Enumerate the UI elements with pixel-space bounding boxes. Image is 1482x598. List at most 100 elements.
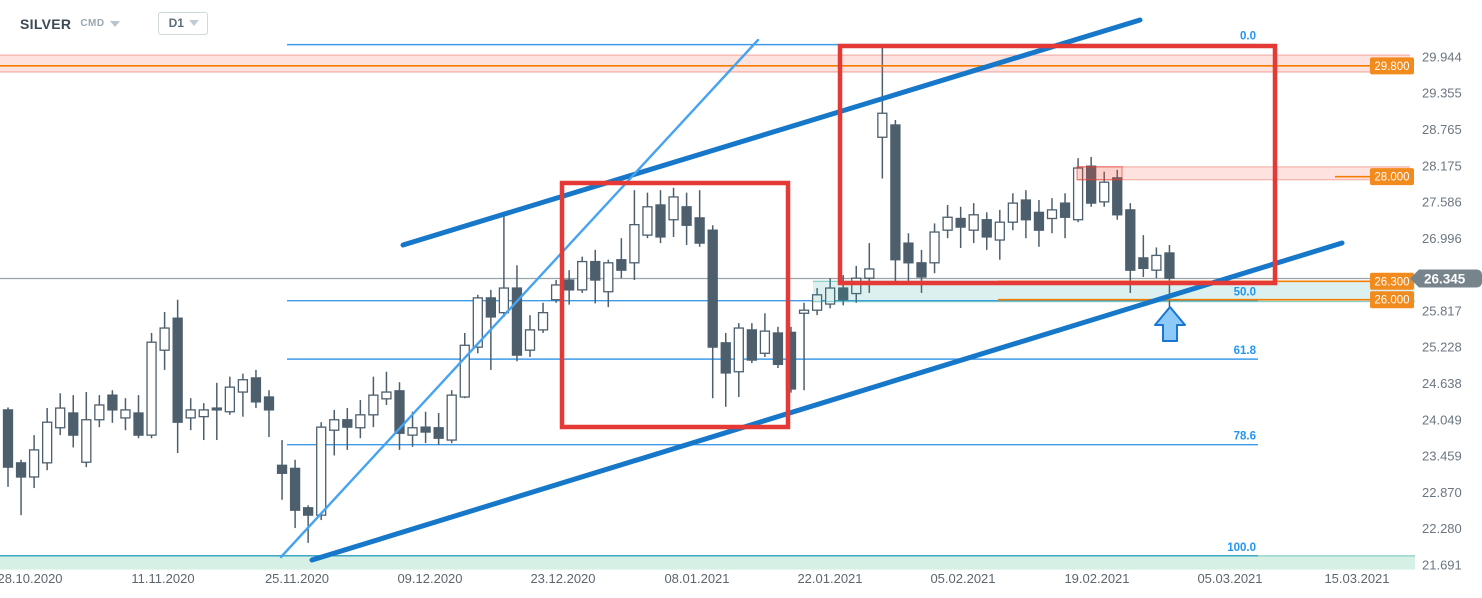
candle-body [733, 327, 744, 373]
date-label: 05.02.2021 [930, 571, 995, 586]
candle [511, 265, 523, 362]
candle [550, 280, 562, 303]
highlight-box[interactable] [559, 180, 791, 430]
candle-body [302, 507, 314, 516]
candle [263, 390, 275, 437]
candle-body [942, 216, 953, 231]
candle [55, 393, 66, 436]
highlight-box[interactable] [837, 43, 1278, 286]
fib-label-0.0: 0.0 [1240, 31, 1256, 43]
date-label: 22.01.2021 [797, 571, 862, 586]
candle [524, 315, 536, 357]
candle-body [603, 262, 614, 293]
thick-trend-line[interactable] [400, 17, 1143, 248]
candle [1138, 235, 1149, 277]
candle-body [655, 204, 666, 238]
candle [798, 302, 810, 391]
candle-body [120, 409, 131, 419]
date-label: 09.12.2020 [397, 571, 462, 586]
candle-body [133, 412, 144, 436]
timeframe-value: D1 [168, 16, 184, 30]
price-tag-bg [1370, 57, 1414, 75]
candle-body [1125, 209, 1136, 271]
zone-support-26.0 [813, 281, 1415, 302]
candle-body [851, 277, 862, 295]
candle [1020, 190, 1032, 239]
candle-body [564, 279, 575, 291]
candle [407, 411, 418, 447]
candle-body [720, 342, 731, 374]
candle-body [276, 464, 288, 474]
candle-body [681, 206, 692, 226]
price-tag-text: 28.000 [1374, 172, 1409, 184]
current-price-badge-bg [1410, 269, 1482, 288]
price-axis-label: 29.944 [1422, 49, 1462, 64]
candle [459, 332, 470, 399]
price-axis-label: 21.691 [1422, 557, 1462, 572]
price-tag-26.300[interactable] [1370, 272, 1414, 290]
candle [15, 459, 27, 516]
candle-body [772, 332, 784, 366]
candle [159, 312, 170, 370]
candle-body [263, 396, 275, 411]
candle-body [1020, 199, 1032, 221]
price-tag-28.000[interactable] [1370, 168, 1414, 186]
candle-body [707, 229, 718, 348]
candle-body [994, 221, 1005, 241]
candle-body [590, 260, 601, 281]
date-label: 05.03.2021 [1197, 571, 1262, 586]
candle-body [1007, 202, 1018, 223]
candle-body [289, 467, 301, 511]
candle [746, 323, 757, 364]
candle [877, 48, 888, 179]
date-label: 08.01.2021 [664, 571, 729, 586]
candle [537, 302, 549, 333]
candle [890, 120, 901, 282]
candle [772, 326, 784, 369]
candle [498, 214, 510, 317]
candle [1086, 156, 1097, 207]
price-tag-bg [1370, 272, 1414, 290]
candle-body [446, 394, 457, 441]
thin-trend-line[interactable] [279, 38, 760, 559]
candle-body [407, 427, 418, 436]
candle [929, 223, 940, 274]
chevron-down-icon [188, 20, 199, 26]
candle-body [550, 284, 562, 301]
candle-body [498, 287, 510, 314]
candle [916, 249, 927, 293]
timeframe-select[interactable]: D1 [157, 12, 208, 35]
candle-body [237, 379, 249, 393]
candle [133, 395, 144, 439]
candle-body [433, 427, 444, 439]
candle-body [15, 462, 27, 478]
candle [289, 459, 301, 529]
candle [1007, 193, 1018, 231]
candle-body [185, 409, 196, 419]
candle-body [224, 386, 236, 413]
candle [198, 403, 209, 441]
candle [381, 371, 392, 405]
candle-body [811, 294, 823, 311]
price-tag-26.000[interactable] [1370, 291, 1414, 309]
candle-body [381, 391, 392, 400]
chevron-down-icon[interactable] [109, 20, 120, 27]
candle-body [1059, 202, 1071, 218]
zone-entry-box [1076, 166, 1123, 181]
candle [903, 233, 914, 284]
thick-trend-line[interactable] [309, 240, 1345, 563]
candle-body [642, 206, 653, 236]
price-axis-label: 22.280 [1422, 521, 1462, 536]
price-axis-label: 22.870 [1422, 485, 1462, 500]
price-tag-29.800[interactable] [1370, 57, 1414, 75]
instrument-symbol: SILVER [20, 15, 72, 32]
candle-body [1099, 181, 1110, 203]
candle-body [877, 112, 888, 138]
price-axis-label: 29.355 [1422, 86, 1462, 101]
candle-body [798, 309, 810, 314]
up-arrow[interactable] [1154, 306, 1186, 342]
candle [120, 398, 131, 431]
candle-body [981, 219, 992, 238]
price-tag-text: 26.300 [1374, 276, 1409, 288]
